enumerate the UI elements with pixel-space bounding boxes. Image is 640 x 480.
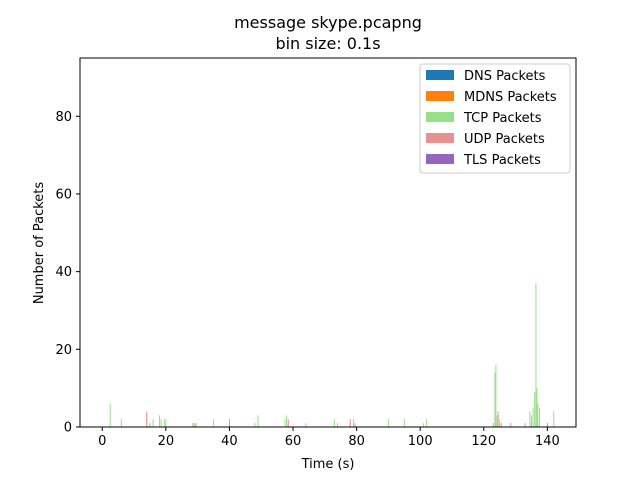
- bar-tcp-packets: [536, 388, 538, 427]
- x-tick-label: 60: [285, 434, 302, 449]
- bar-udp-packets: [497, 411, 499, 427]
- bar-tcp-packets: [257, 415, 259, 427]
- bar-tcp-packets: [495, 364, 497, 427]
- bar-udp-packets: [195, 423, 197, 427]
- legend-swatch: [426, 70, 454, 80]
- bar-tcp-packets: [499, 419, 501, 427]
- legend-label: MDNS Packets: [464, 90, 557, 105]
- y-tick-label: 0: [64, 421, 72, 436]
- y-axis-label: Number of Packets: [32, 182, 47, 305]
- bar-udp-packets: [530, 423, 532, 427]
- bar-udp-packets: [349, 419, 351, 427]
- y-tick-label: 60: [55, 187, 72, 202]
- bar-tcp-packets: [537, 403, 539, 427]
- bar-tcp-packets: [426, 419, 428, 427]
- x-tick-label: 140: [535, 434, 560, 449]
- bar-tcp-packets: [387, 419, 389, 427]
- bar-tcp-packets: [152, 419, 154, 427]
- bar-tcp-packets: [535, 283, 537, 427]
- x-tick-label: 20: [158, 434, 175, 449]
- bar-udp-packets: [500, 423, 502, 427]
- bar-tcp-packets: [286, 415, 288, 427]
- bar-udp-packets: [510, 423, 512, 427]
- bar-tcp-packets: [193, 423, 195, 427]
- legend-label: DNS Packets: [464, 69, 546, 84]
- y-axis: 0 20 40 60 80: [55, 110, 80, 436]
- bar-tcp-packets: [422, 423, 424, 427]
- legend-swatch: [426, 112, 454, 122]
- bar-tcp-packets: [530, 415, 532, 427]
- bar-udp-packets: [149, 423, 151, 427]
- bar-udp-packets: [192, 423, 194, 427]
- bar-udp-packets: [354, 423, 356, 427]
- x-tick-label: 0: [98, 434, 106, 449]
- bar-tcp-packets: [403, 419, 405, 427]
- bar-tcp-packets: [120, 419, 122, 427]
- x-axis-label: Time (s): [301, 457, 355, 472]
- bar-tcp-packets: [553, 411, 555, 427]
- x-tick-label: 120: [471, 434, 496, 449]
- bar-tcp-packets: [494, 372, 496, 427]
- bar-tcp-packets: [163, 419, 165, 427]
- x-tick-label: 40: [221, 434, 238, 449]
- legend-label: TCP Packets: [463, 111, 542, 126]
- bar-tcp-packets: [284, 419, 286, 427]
- bar-udp-packets: [492, 423, 494, 427]
- bar-tcp-packets: [213, 419, 215, 427]
- y-tick-label: 40: [55, 265, 72, 280]
- bar-tcp-packets: [165, 419, 167, 427]
- bar-tcp-packets: [254, 423, 256, 427]
- x-axis: 0 20 40 60 80 100 120 140: [98, 427, 560, 449]
- bars-layer: [109, 283, 555, 427]
- y-tick-label: 80: [55, 110, 72, 125]
- legend-label: UDP Packets: [464, 132, 545, 147]
- legend-swatch: [426, 133, 454, 143]
- bar-udp-packets: [524, 423, 526, 427]
- x-tick-label: 80: [348, 434, 365, 449]
- plot-frame: [79, 57, 577, 428]
- bar-tcp-packets: [496, 415, 498, 427]
- legend: DNS Packets MDNS Packets TCP Packets UDP Pa…: [419, 63, 571, 174]
- legend-swatch: [426, 154, 454, 164]
- bar-tcp-packets: [538, 407, 540, 427]
- bar-tcp-packets: [109, 403, 111, 427]
- bar-tcp-packets: [532, 407, 534, 427]
- bar-tcp-packets: [352, 419, 354, 427]
- chart-title: message skype.pcapng: [234, 13, 422, 32]
- bar-udp-packets: [228, 419, 230, 427]
- bar-udp-packets: [287, 419, 289, 427]
- legend-label: TLS Packets: [463, 153, 541, 168]
- x-tick-label: 100: [408, 434, 433, 449]
- bar-tcp-packets: [305, 423, 307, 427]
- bar-tcp-packets: [158, 415, 160, 427]
- bar-tcp-packets: [333, 419, 335, 427]
- legend-swatch: [426, 91, 454, 101]
- legend-box: [419, 63, 571, 174]
- bar-udp-packets: [546, 423, 548, 427]
- y-tick-label: 20: [55, 343, 72, 358]
- bar-tcp-packets: [529, 411, 531, 427]
- chart-subtitle: bin size: 0.1s: [275, 34, 380, 53]
- bar-udp-packets: [146, 411, 148, 427]
- bar-tcp-packets: [160, 419, 162, 427]
- bar-tcp-packets: [337, 423, 339, 427]
- bar-tcp-packets: [534, 392, 536, 427]
